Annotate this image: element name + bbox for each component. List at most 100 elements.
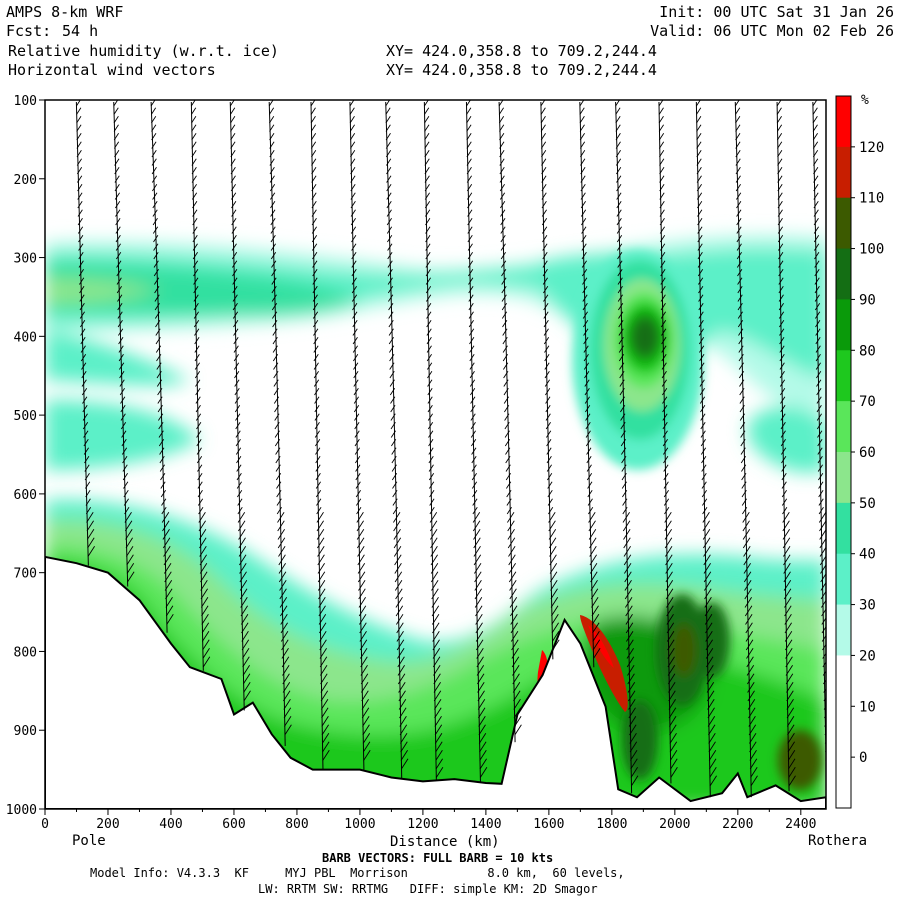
barb-flag	[469, 336, 475, 345]
barb-flag	[478, 707, 486, 719]
barb-flag	[664, 520, 672, 532]
barb-column	[75, 100, 95, 566]
barb-flag	[472, 512, 481, 523]
barb-flag	[658, 124, 664, 132]
barb-flag	[191, 183, 197, 192]
barb-column	[540, 100, 560, 660]
barb-flag	[425, 260, 431, 268]
barb-flag	[510, 622, 518, 634]
barb-flag	[509, 580, 517, 591]
physics-info: LW: RRTM SW: RRTMG DIFF: simple KM: 2D S…	[258, 882, 598, 896]
barb-flag	[84, 464, 90, 472]
barb-flag	[151, 124, 157, 132]
barb-flag	[191, 124, 197, 132]
barb-flag	[813, 217, 819, 226]
barb-flag	[550, 580, 558, 591]
barb-flag	[201, 631, 210, 642]
barb-flag	[701, 455, 707, 464]
barb-flag	[814, 285, 820, 294]
barb-flag	[398, 690, 406, 702]
barb-flag	[395, 597, 403, 608]
barb-flag	[698, 319, 704, 328]
barb-flag	[279, 588, 287, 600]
colorbar-swatch	[836, 248, 851, 300]
barb-flag	[427, 370, 433, 379]
barb-flag	[431, 588, 439, 600]
barb-flag	[151, 149, 157, 158]
barb-flag	[242, 648, 250, 659]
barb-flag	[473, 554, 482, 566]
barb-flag	[626, 656, 635, 668]
barb-flag	[616, 175, 622, 183]
barb-flag	[661, 328, 667, 336]
barb-flag	[270, 243, 276, 251]
barb-flag	[812, 115, 818, 124]
barb-flag	[668, 682, 676, 693]
barb-flag	[709, 758, 717, 770]
barb-flag	[816, 370, 822, 379]
barb-flag	[584, 396, 590, 404]
barb-flag	[152, 200, 158, 209]
barb-flag	[395, 605, 404, 617]
barb-flag	[81, 379, 87, 387]
barb-flag	[78, 260, 84, 268]
barb-flag	[232, 260, 238, 268]
barb-flag	[618, 336, 624, 345]
barb-flag	[666, 605, 674, 617]
colorbar-swatch	[836, 299, 851, 351]
barb-flag	[513, 690, 521, 702]
barb-flag	[152, 192, 158, 200]
barb-flag	[549, 554, 557, 566]
barb-flag	[620, 430, 626, 438]
x-endpoint-right: Rothera	[808, 833, 868, 849]
barb-flag	[425, 217, 431, 226]
colorbar-swatch	[836, 502, 851, 555]
barb-flag	[504, 421, 510, 430]
barb-flag	[699, 387, 705, 396]
barb-flag	[741, 464, 747, 472]
barb-flag	[745, 631, 753, 642]
barb-flag	[743, 563, 751, 574]
barb-flag	[385, 149, 392, 158]
barb-flag	[550, 597, 559, 608]
barb-flag	[543, 328, 549, 336]
barb-flag	[816, 413, 822, 421]
barb-flag	[666, 622, 675, 634]
barb-flag	[469, 379, 476, 387]
barb-flag	[399, 724, 408, 736]
barb-flag	[579, 141, 586, 149]
barb-flag	[704, 580, 712, 591]
barb-flag	[617, 285, 623, 294]
barb-flag	[818, 506, 824, 515]
barb-flag	[153, 260, 159, 268]
barb-flag	[701, 464, 707, 472]
barb-flag	[153, 234, 159, 243]
barb-flag	[549, 563, 558, 574]
barb-flag	[735, 141, 741, 149]
barb-flag	[277, 537, 286, 549]
barb-flag	[434, 724, 443, 736]
barb-flag	[813, 158, 819, 166]
barb-flag	[275, 464, 281, 472]
barb-flag	[827, 784, 834, 794]
y-tick-label: 1000	[6, 803, 37, 818]
barb-flag	[233, 319, 239, 328]
barb-flag	[312, 243, 318, 251]
barb-flag	[508, 554, 516, 566]
barb-flag	[273, 370, 279, 379]
barb-flag	[658, 132, 665, 141]
barb-flag	[661, 379, 667, 387]
barb-flag	[780, 413, 786, 421]
barb-flag	[270, 251, 277, 260]
barb-flag	[311, 158, 317, 166]
barb-flag	[551, 631, 560, 642]
barb-flag	[505, 464, 511, 472]
barb-flag	[477, 673, 485, 685]
barb-flag	[198, 512, 206, 523]
barb-flag	[350, 217, 356, 226]
model-title: AMPS 8-km WRF	[6, 3, 124, 21]
barb-flag	[583, 319, 589, 328]
barb-flag	[785, 673, 794, 685]
barb-flag	[540, 141, 547, 149]
barb-flag	[739, 404, 745, 413]
